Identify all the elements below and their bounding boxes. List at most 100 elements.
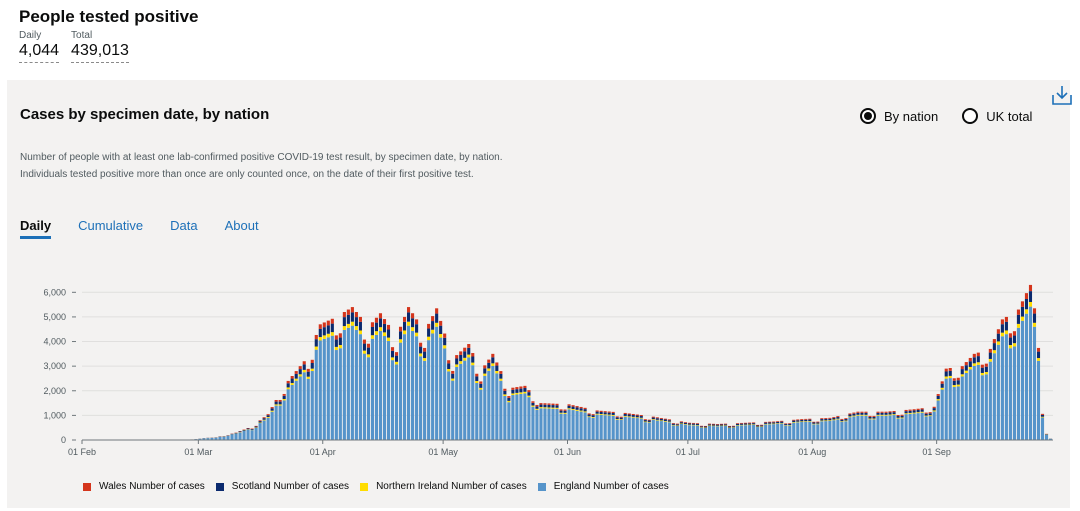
bar-england[interactable] [784, 425, 788, 440]
bar-scotland[interactable] [366, 347, 370, 355]
bar-scotland[interactable] [972, 357, 976, 364]
bar-wales[interactable] [808, 418, 812, 420]
bar-scotland[interactable] [816, 422, 820, 424]
bar-northern-ireland[interactable] [591, 416, 595, 418]
bar-england[interactable] [960, 376, 964, 440]
bar-northern-ireland[interactable] [948, 375, 952, 379]
bar-scotland[interactable] [274, 401, 278, 405]
bar-england[interactable] [980, 375, 984, 440]
bar-wales[interactable] [832, 416, 836, 418]
bar-scotland[interactable] [495, 365, 499, 371]
bar-wales[interactable] [370, 322, 374, 327]
bar-england[interactable] [278, 405, 282, 440]
bar-wales[interactable] [876, 411, 880, 413]
bar-northern-ireland[interactable] [792, 422, 796, 423]
bar-england[interactable] [1008, 348, 1012, 440]
bar-wales[interactable] [254, 425, 258, 427]
bar-scotland[interactable] [944, 371, 948, 377]
bar-wales[interactable] [487, 359, 491, 363]
bar-england[interactable] [928, 416, 932, 440]
bar-wales[interactable] [411, 313, 415, 319]
bar-scotland[interactable] [691, 423, 695, 425]
bar-england[interactable] [202, 438, 206, 440]
bar-england[interactable] [816, 424, 820, 440]
bar-northern-ireland[interactable] [1040, 416, 1045, 418]
bar-england[interactable] [419, 356, 423, 440]
bar-scotland[interactable] [443, 337, 447, 346]
bar-northern-ireland[interactable] [407, 321, 411, 326]
bar-england[interactable] [1028, 306, 1033, 440]
bar-scotland[interactable] [479, 383, 483, 388]
bar-england[interactable] [992, 353, 996, 440]
bar-northern-ireland[interactable] [615, 418, 619, 420]
bar-england[interactable] [892, 415, 896, 440]
bar-northern-ireland[interactable] [499, 378, 503, 381]
bar-scotland[interactable] [703, 426, 708, 428]
bar-england[interactable] [984, 374, 988, 440]
bar-england[interactable] [286, 389, 290, 440]
bar-england[interactable] [876, 415, 880, 440]
bar-scotland[interactable] [535, 406, 539, 409]
bar-scotland[interactable] [386, 329, 391, 338]
bar-scotland[interactable] [984, 366, 988, 373]
bar-scotland[interactable] [748, 423, 752, 425]
bar-northern-ireland[interactable] [860, 414, 864, 416]
bar-england[interactable] [888, 415, 892, 440]
bar-england[interactable] [872, 419, 876, 440]
bar-wales[interactable] [523, 385, 527, 389]
bar-wales[interactable] [699, 425, 704, 427]
bar-northern-ireland[interactable] [411, 327, 415, 331]
bar-england[interactable] [768, 424, 772, 440]
bar-scotland[interactable] [330, 323, 334, 333]
bar-wales[interactable] [976, 352, 980, 357]
bar-scotland[interactable] [772, 422, 776, 424]
bar-england[interactable] [880, 415, 884, 440]
bar-northern-ireland[interactable] [419, 353, 423, 357]
bar-northern-ireland[interactable] [1000, 332, 1004, 337]
bar-northern-ireland[interactable] [896, 417, 900, 419]
bar-wales[interactable] [944, 368, 948, 372]
bar-scotland[interactable] [346, 314, 350, 324]
bar-england[interactable] [736, 425, 740, 440]
bar-northern-ireland[interactable] [487, 368, 491, 371]
bar-northern-ireland[interactable] [695, 424, 700, 426]
bar-northern-ireland[interactable] [342, 326, 346, 330]
bar-wales[interactable] [479, 381, 483, 384]
bar-england[interactable] [539, 408, 543, 440]
bar-northern-ireland[interactable] [262, 419, 266, 421]
bar-scotland[interactable] [728, 426, 732, 428]
bar-england[interactable] [354, 329, 358, 440]
bar-scotland[interactable] [519, 388, 523, 393]
bar-scotland[interactable] [988, 352, 992, 359]
bar-scotland[interactable] [262, 418, 266, 420]
bar-wales[interactable] [1012, 331, 1016, 336]
radio-by-nation-circle[interactable] [860, 108, 876, 124]
bar-scotland[interactable] [996, 333, 1000, 342]
bar-northern-ireland[interactable] [627, 416, 631, 418]
bar-england[interactable] [471, 365, 475, 440]
bar-scotland[interactable] [635, 415, 639, 418]
bar-england[interactable] [732, 427, 736, 440]
bar-northern-ireland[interactable] [507, 400, 511, 403]
bar-england[interactable] [394, 364, 399, 440]
bar-england[interactable] [924, 416, 928, 440]
bar-england[interactable] [695, 425, 700, 440]
bar-wales[interactable] [583, 407, 587, 410]
bar-northern-ireland[interactable] [892, 414, 896, 416]
bar-england[interactable] [639, 418, 643, 440]
bar-northern-ireland[interactable] [683, 424, 687, 425]
bar-northern-ireland[interactable] [651, 419, 655, 420]
bar-england[interactable] [603, 415, 607, 440]
bar-scotland[interactable] [390, 350, 395, 358]
bar-england[interactable] [707, 425, 712, 440]
bar-england[interactable] [411, 330, 415, 440]
bar-wales[interactable] [407, 307, 411, 313]
bar-northern-ireland[interactable] [936, 399, 940, 401]
bar-wales[interactable] [884, 411, 888, 413]
bar-northern-ireland[interactable] [270, 410, 274, 412]
bar-wales[interactable] [980, 364, 984, 368]
bar-wales[interactable] [467, 344, 471, 348]
bar-england[interactable] [1024, 313, 1029, 440]
bar-northern-ireland[interactable] [932, 410, 936, 412]
bar-northern-ireland[interactable] [868, 418, 872, 420]
